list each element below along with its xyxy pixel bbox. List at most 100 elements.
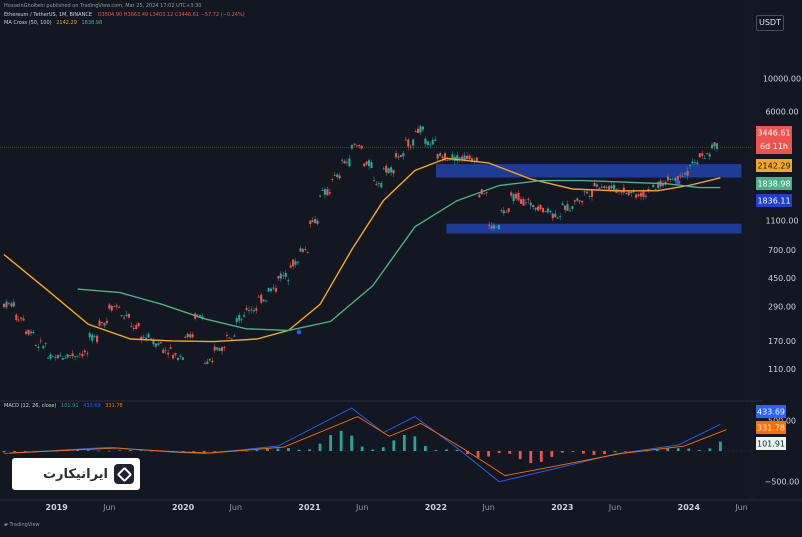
candle (56, 354, 59, 359)
ma-legend[interactable]: MA Cross (50, 100) 2142.29 1838.98 (4, 20, 102, 27)
macd-histogram-bar (139, 450, 143, 451)
macd-line-value: 433.69 (83, 403, 101, 409)
macd-histogram-bar (318, 443, 322, 451)
macd-legend[interactable]: MACD (12, 26, close) 101.91 433.69 331.7… (4, 403, 123, 410)
macd-histogram-bar (613, 451, 617, 453)
candle (157, 343, 160, 345)
macd-histogram-bar (518, 451, 522, 460)
candle (17, 319, 20, 321)
macd-histogram-bar (13, 451, 16, 452)
macd-histogram-bar (2, 451, 6, 453)
candle (348, 158, 351, 167)
macd-value-text: 433.69 (757, 408, 785, 417)
macd-histogram-bar (97, 450, 101, 452)
candle (110, 305, 113, 311)
symbol-title[interactable]: Ethereum / TetherUS, 1M, BINANCE (4, 12, 92, 18)
macd-histogram-bar (381, 447, 385, 451)
candle (353, 143, 356, 145)
price-label-box (756, 126, 792, 154)
candle (522, 199, 525, 206)
ma-slow-value: 1838.98 (81, 20, 103, 26)
zone-support[interactable] (446, 223, 742, 234)
macd-histogram-bar (360, 446, 364, 451)
candle (184, 336, 187, 338)
candle (350, 144, 353, 149)
candle (399, 154, 402, 157)
price-tick-label: 170.00 (768, 337, 796, 346)
candle (145, 337, 148, 339)
candle (546, 208, 549, 213)
candle (429, 144, 432, 146)
macd-histogram-bar (676, 448, 680, 451)
candle (654, 188, 657, 190)
candle (502, 210, 505, 214)
candle (355, 145, 358, 147)
ma-cross-marker[interactable] (296, 329, 302, 335)
candle (162, 349, 165, 354)
candle (125, 314, 128, 317)
ma-line-slow[interactable] (77, 179, 721, 332)
macd-histogram-bar (402, 435, 406, 451)
currency-button[interactable]: USDT (756, 15, 784, 31)
candle (93, 335, 96, 337)
time-tick-label: 2023 (551, 503, 573, 512)
price-tick-label: 450.00 (768, 274, 796, 283)
macd-signal-line[interactable] (9, 416, 727, 477)
time-tick-label: Jun (355, 503, 369, 512)
macd-histogram-bar (718, 441, 722, 451)
candle (123, 317, 126, 319)
time-tick-label: 2022 (425, 503, 447, 512)
candle (368, 160, 371, 167)
macd-histogram-bar (571, 451, 575, 452)
candle (451, 154, 454, 159)
candle (578, 200, 581, 202)
macd-histogram-bar (86, 450, 90, 451)
candle (698, 153, 701, 158)
candle (681, 175, 684, 177)
price-tick-label: 290.00 (768, 303, 796, 312)
candle (311, 220, 314, 222)
macd-histogram-bar (624, 451, 627, 452)
candle (115, 305, 118, 307)
zone-resistance[interactable] (435, 164, 742, 178)
ma-line-fast[interactable] (3, 157, 721, 343)
ma-cross-marker[interactable] (676, 180, 681, 185)
candle (583, 191, 586, 193)
price-label-text: 2142.29 (757, 162, 790, 171)
time-tick-label: Jun (481, 503, 495, 512)
candle (358, 145, 361, 147)
candle (625, 192, 628, 194)
candle (693, 162, 696, 164)
ma-fast-value: 2142.29 (56, 20, 77, 26)
price-tick-label: 10000.00 (763, 75, 801, 84)
candle (593, 182, 596, 187)
macd-histogram-bar (107, 450, 111, 452)
candle (524, 202, 527, 204)
candle (314, 219, 317, 224)
time-tick-label: Jun (102, 503, 116, 512)
candle (610, 185, 613, 189)
candle (703, 158, 706, 159)
candle (267, 287, 270, 292)
candle (44, 343, 47, 344)
candle (221, 347, 224, 352)
candle (598, 188, 601, 189)
candle (265, 300, 268, 302)
macd-label: MACD (12, 26, close) (4, 403, 57, 409)
candle (696, 162, 699, 164)
time-tick-label: 2020 (172, 503, 195, 512)
candle (394, 153, 398, 158)
candle (2, 303, 6, 308)
macd-tick-label: 500.00 (768, 416, 796, 425)
candle (595, 184, 598, 187)
candle (120, 315, 123, 316)
candle (282, 275, 285, 276)
candle (375, 184, 378, 186)
candle (331, 179, 334, 180)
candle (233, 335, 236, 337)
candle (517, 192, 520, 201)
candle (600, 186, 603, 188)
candle (419, 126, 422, 133)
